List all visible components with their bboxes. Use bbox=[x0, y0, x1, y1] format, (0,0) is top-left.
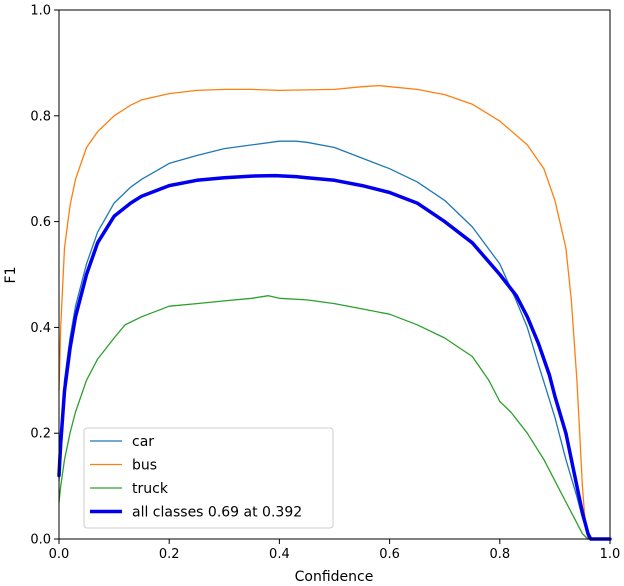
y-tick-label: 0.4 bbox=[30, 321, 51, 336]
series-line-1 bbox=[58, 84, 611, 540]
y-axis: 0.0 0.2 0.4 0.6 0.8 1.0 bbox=[30, 4, 59, 548]
x-tick-label: 0.4 bbox=[269, 547, 290, 562]
series-line-2 bbox=[58, 295, 611, 540]
x-axis-label: Confidence bbox=[295, 569, 374, 585]
series-line-0 bbox=[58, 140, 611, 540]
x-tick-label: 0.0 bbox=[49, 547, 70, 562]
y-tick-label: 0.6 bbox=[30, 215, 51, 230]
legend-label-2: truck bbox=[132, 481, 169, 497]
legend-box bbox=[83, 427, 334, 529]
y-tick-label: 0.2 bbox=[30, 427, 51, 442]
series-line-3 bbox=[57, 173, 612, 541]
curves-layer bbox=[57, 84, 612, 541]
y-tick-label: 0.8 bbox=[30, 109, 51, 124]
x-tick-label: 0.8 bbox=[489, 547, 510, 562]
legend-label-1: bus bbox=[132, 458, 157, 474]
y-tick-label: 0.0 bbox=[30, 533, 51, 548]
y-tick-label: 1.0 bbox=[30, 4, 51, 19]
plot-frame bbox=[58, 9, 611, 540]
x-tick-label: 0.2 bbox=[159, 547, 180, 562]
x-tick-label: 0.6 bbox=[379, 547, 400, 562]
legend-label-3: all classes 0.69 at 0.392 bbox=[132, 505, 302, 521]
legend: car bus truck all classes 0.69 at 0.392 bbox=[83, 427, 334, 529]
y-axis-label: F1 bbox=[3, 267, 19, 284]
x-axis: 0.0 0.2 0.4 0.6 0.8 1.0 bbox=[49, 539, 621, 562]
x-tick-label: 1.0 bbox=[600, 547, 621, 562]
legend-label-0: car bbox=[132, 434, 154, 450]
